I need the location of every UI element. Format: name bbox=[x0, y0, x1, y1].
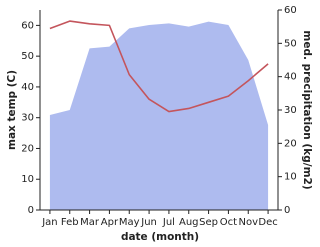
x-axis-title: date (month) bbox=[121, 231, 199, 243]
x-tick-label: Dec bbox=[258, 217, 277, 228]
y2-tick-label: 50 bbox=[284, 38, 297, 49]
y-tick-label: 50 bbox=[21, 51, 34, 62]
x-tick-label: Jun bbox=[140, 217, 157, 228]
x-tick-label: May bbox=[119, 217, 140, 228]
y-axis-title: max temp (C) bbox=[6, 70, 18, 150]
y-tick-label: 40 bbox=[21, 82, 34, 93]
y-tick-label: 10 bbox=[21, 174, 34, 185]
y-tick-label: 30 bbox=[21, 113, 34, 124]
x-tick-label: Mar bbox=[80, 217, 100, 228]
y2-tick-label: 60 bbox=[284, 5, 297, 16]
precipitation-area bbox=[49, 21, 269, 210]
y2-tick-label: 30 bbox=[284, 105, 297, 116]
y2-tick-label: 0 bbox=[284, 205, 290, 216]
y2-tick-label: 20 bbox=[284, 138, 297, 149]
x-tick-label: Jul bbox=[162, 217, 175, 228]
x-tick-label: Jan bbox=[41, 217, 57, 228]
x-tick-label: Feb bbox=[61, 217, 79, 228]
x-tick-label: Nov bbox=[238, 217, 258, 228]
y-tick-label: 20 bbox=[21, 143, 34, 154]
temperature-line bbox=[49, 20, 269, 113]
x-tick-label: Sep bbox=[199, 217, 218, 228]
x-tick-label: Apr bbox=[101, 217, 119, 228]
y2-tick-label: 40 bbox=[284, 72, 297, 83]
x-tick-label: Aug bbox=[179, 217, 199, 228]
y2-tick-label: 10 bbox=[284, 172, 297, 183]
y-tick-label: 0 bbox=[28, 205, 34, 216]
y-tick-label: 60 bbox=[21, 20, 34, 31]
y2-axis-title: med. precipitation (kg/m2) bbox=[301, 30, 313, 189]
x-tick-label: Oct bbox=[220, 217, 237, 228]
